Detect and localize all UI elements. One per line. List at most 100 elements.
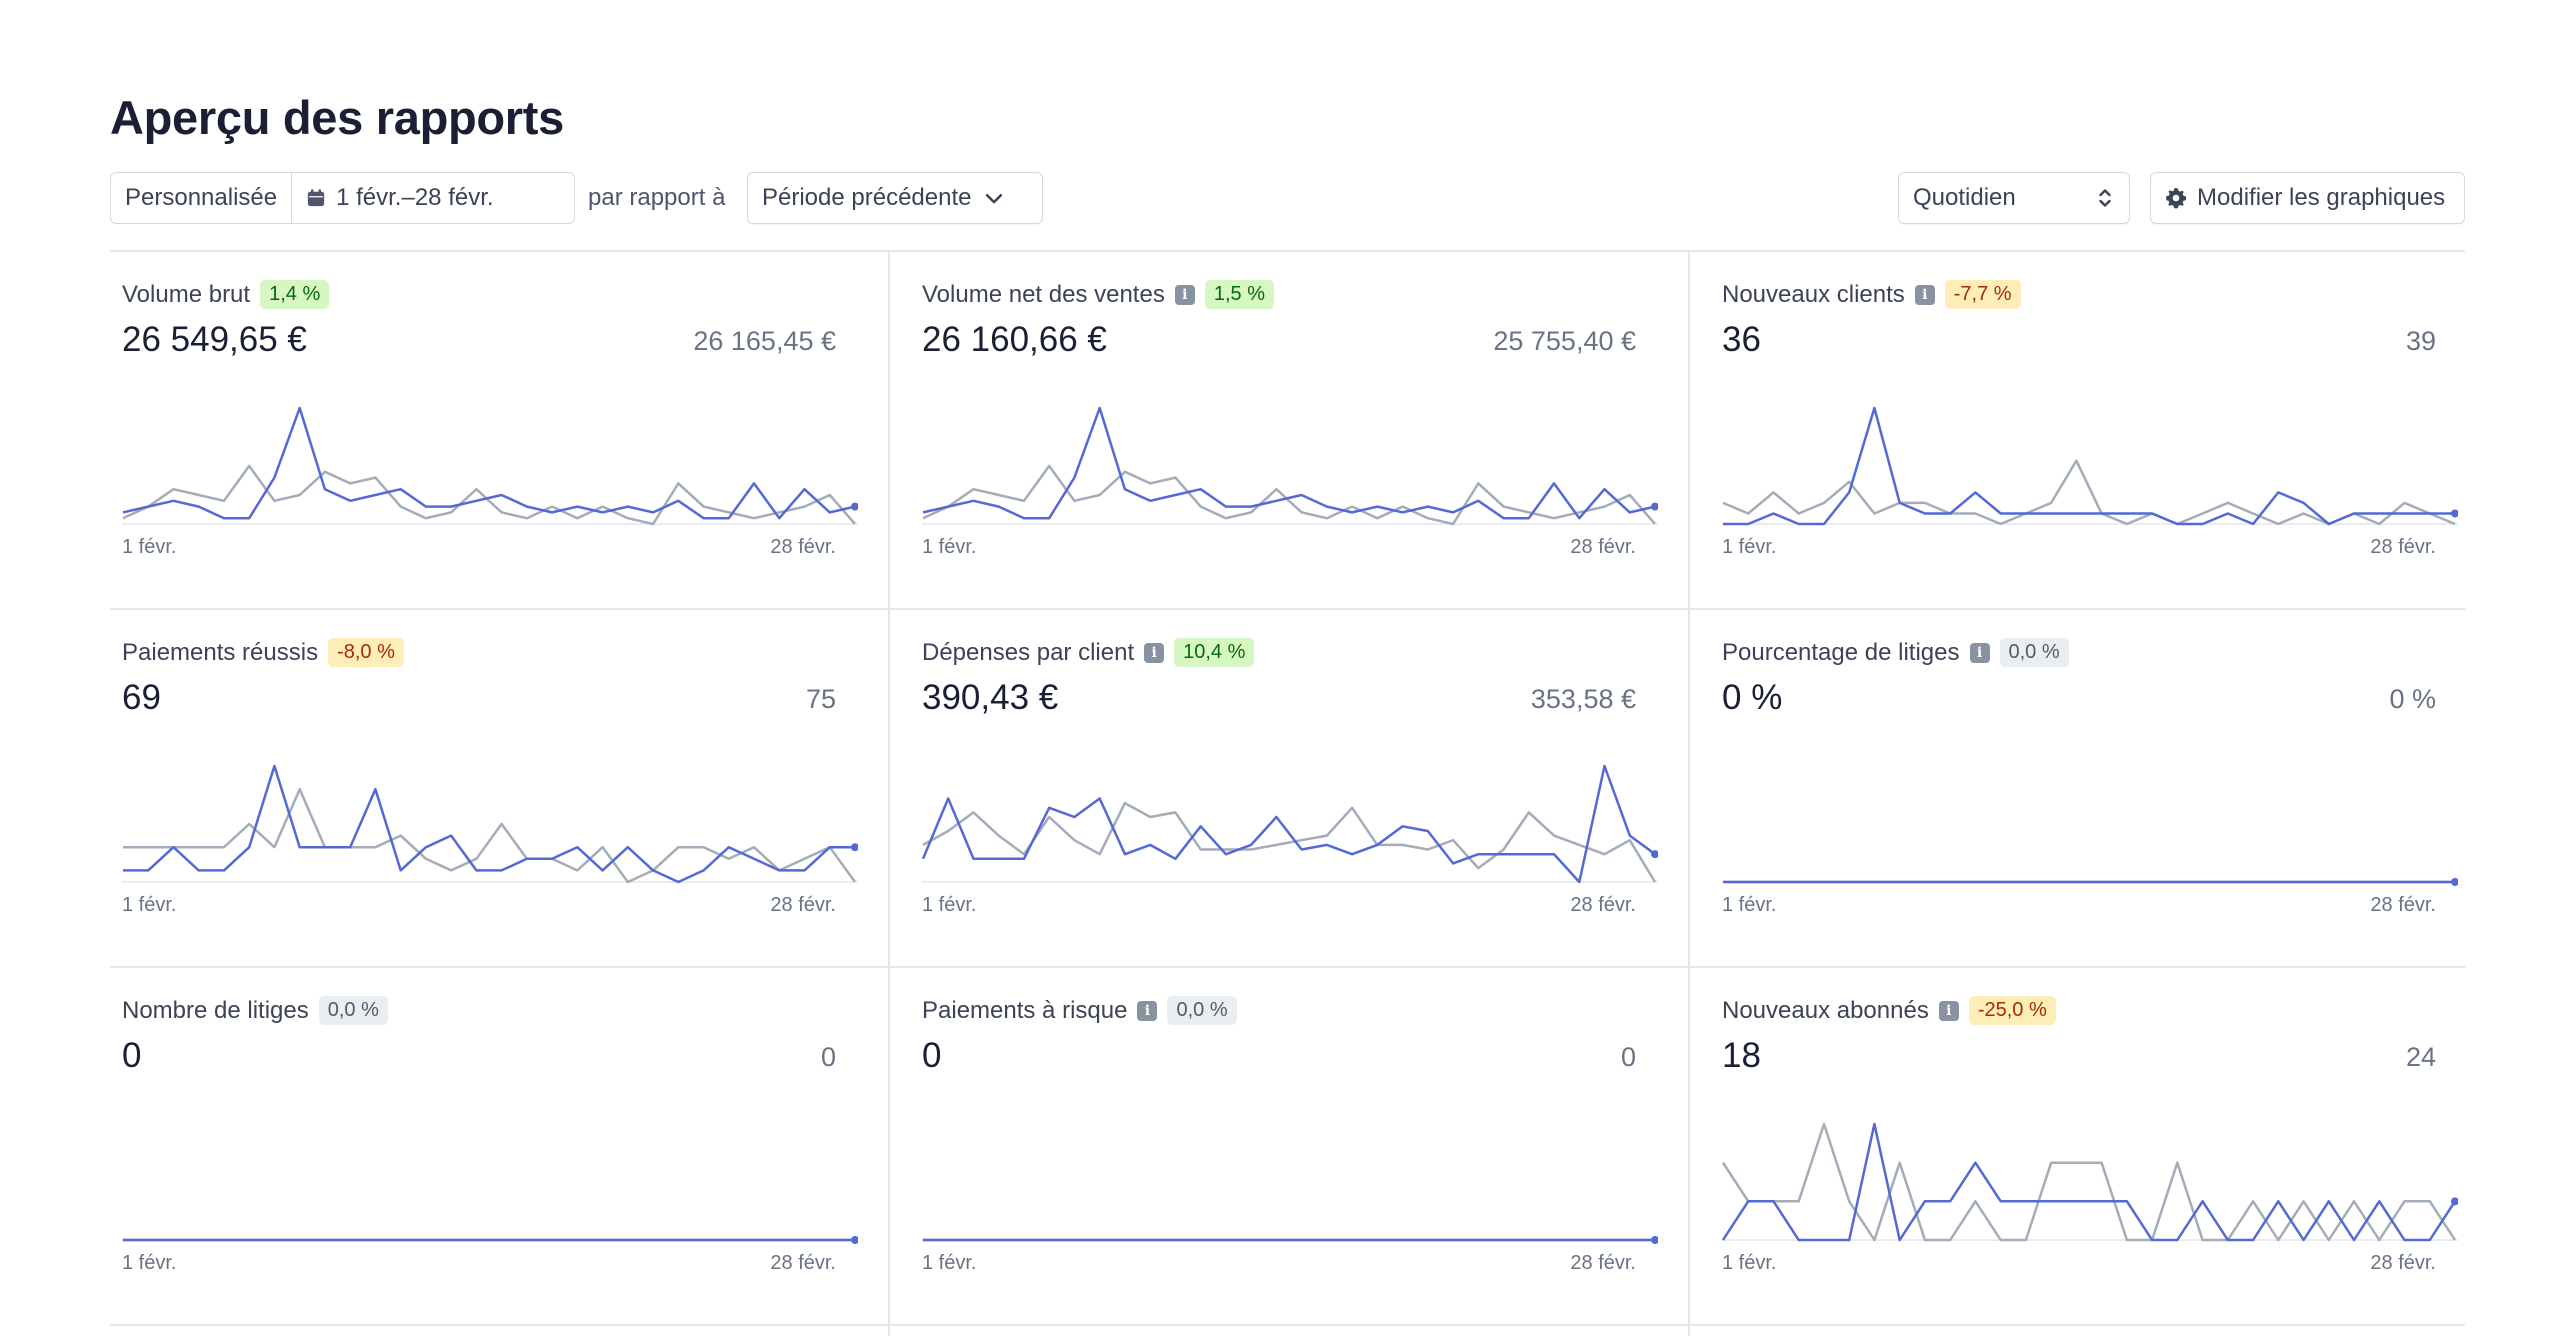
edit-charts-label: Modifier les graphiques <box>2197 184 2446 211</box>
metric-card[interactable]: Paiements réussis -8,0 % 69 75 1 févr. 28 fév… <box>110 608 870 964</box>
divider <box>1688 250 1690 1336</box>
axis-end-label: 28 févr. <box>770 536 836 558</box>
axis-start-label: 1 févr. <box>1722 894 1777 916</box>
info-icon[interactable]: i <box>1174 284 1195 305</box>
metric-name: Nombre de litiges <box>122 996 309 1024</box>
current-point-marker <box>851 502 858 511</box>
axis-start-label: 1 févr. <box>922 1252 977 1274</box>
axis-end-label: 28 févr. <box>2370 1252 2436 1274</box>
previous-value: 24 <box>2405 1042 2436 1072</box>
chevron-up-down-icon <box>2099 189 2111 207</box>
metric-card[interactable]: Dépenses par client i 10,4 % 390,43 € 353,58… <box>910 608 1670 964</box>
axis-end-label: 28 févr. <box>770 894 836 916</box>
previous-value: 25 755,40 € <box>1493 326 1636 356</box>
metric-name: Pourcentage de litiges <box>1722 638 1960 666</box>
divider <box>110 250 2465 252</box>
current-point-marker <box>1651 502 1658 511</box>
metric-value: 0 <box>122 1036 142 1075</box>
metric-card[interactable]: Nombre de litiges 0,0 % 0 0 1 févr. 28 févr. <box>110 966 870 1322</box>
metric-card[interactable]: Volume brut 1,4 % 26 549,65 € 26 165,45 € 1 … <box>110 250 870 606</box>
divider <box>110 608 2465 610</box>
card-header: Paiements réussis -8,0 % <box>122 638 404 667</box>
current-period-line <box>123 764 855 884</box>
metric-value: 0 % <box>1722 678 1783 717</box>
info-icon[interactable]: i <box>1914 284 1935 305</box>
compare-period-dropdown[interactable]: Période précédente <box>747 172 1043 224</box>
change-badge: 1,5 % <box>1204 280 1274 309</box>
range-preset-dropdown[interactable]: Personnalisée <box>111 173 291 223</box>
sparkline-chart <box>922 1236 1658 1244</box>
metric-name: Paiements réussis <box>122 638 319 666</box>
metric-value: 69 <box>122 678 161 717</box>
metric-name: Volume net des ventes <box>922 280 1165 308</box>
metric-value: 36 <box>1722 320 1761 359</box>
change-badge: 0,0 % <box>1999 638 2069 667</box>
previous-value: 26 165,45 € <box>693 326 836 356</box>
date-filter-group: Personnalisée 1 févr.–28 févr. <box>110 172 575 224</box>
card-header: Volume brut 1,4 % <box>122 280 330 309</box>
info-icon[interactable]: i <box>1144 642 1165 663</box>
current-period-line <box>922 764 1656 884</box>
metric-name: Paiements à risque <box>922 996 1128 1024</box>
previous-period-line <box>123 787 857 884</box>
range-preset-label: Personnalisée <box>125 184 278 211</box>
divider <box>110 966 2465 968</box>
info-icon[interactable]: i <box>1938 1000 1959 1021</box>
metric-card[interactable]: Pourcentage de litiges i 0,0 % 0 % 0 % 1 févr… <box>1710 608 2470 964</box>
current-point-marker <box>1651 850 1658 859</box>
current-point-marker <box>2451 509 2458 518</box>
axis-end-label: 28 févr. <box>2370 894 2436 916</box>
card-header: Nouveaux clients i -7,7 % <box>1722 280 2021 309</box>
card-header: Nombre de litiges 0,0 % <box>122 996 388 1025</box>
change-badge: 0,0 % <box>318 996 388 1025</box>
interval-select[interactable]: Quotidien <box>1898 172 2130 224</box>
axis-start-label: 1 févr. <box>122 894 177 916</box>
metric-name: Nouveaux abonnés <box>1722 996 1929 1024</box>
axis-end-label: 28 févr. <box>1570 1252 1636 1274</box>
change-badge: 1,4 % <box>260 280 330 309</box>
previous-value: 0 <box>1620 1042 1636 1072</box>
previous-value: 0 <box>820 1042 836 1072</box>
compare-period-label: Période précédente <box>762 184 972 211</box>
calendar-icon <box>307 189 325 207</box>
change-badge: 0,0 % <box>1167 996 1237 1025</box>
current-point-marker <box>2451 878 2458 886</box>
change-badge: 10,4 % <box>1174 638 1255 667</box>
metric-card[interactable]: Nouveaux clients i -7,7 % 36 39 1 févr. 28 fév… <box>1710 250 2470 606</box>
previous-value: 39 <box>2405 326 2436 356</box>
info-icon[interactable]: i <box>1969 642 1990 663</box>
metric-value: 0 <box>922 1036 942 1075</box>
chevron-down-icon <box>986 194 1003 204</box>
axis-start-label: 1 févr. <box>1722 536 1777 558</box>
axis-start-label: 1 févr. <box>122 1252 177 1274</box>
gear-icon <box>2166 188 2187 209</box>
metric-value: 390,43 € <box>922 678 1059 717</box>
change-badge: -8,0 % <box>328 638 404 667</box>
metric-value: 18 <box>1722 1036 1761 1075</box>
metric-card[interactable]: Paiements à risque i 0,0 % 0 0 1 févr. 28 févr… <box>910 966 1670 1322</box>
current-point-marker <box>1651 1236 1658 1244</box>
sparkline-chart <box>122 406 858 526</box>
current-point-marker <box>851 843 858 852</box>
sparkline-chart <box>122 764 858 884</box>
sparkline-chart <box>1722 406 2458 526</box>
metric-value: 26 549,65 € <box>122 320 307 359</box>
card-header: Volume net des ventes i 1,5 % <box>922 280 1274 309</box>
metric-card[interactable]: Volume net des ventes i 1,5 % 26 160,66 € 25… <box>910 250 1670 606</box>
toolbar: Personnalisée 1 févr.–28 févr. par rappo… <box>110 172 2465 224</box>
card-header: Pourcentage de litiges i 0,0 % <box>1722 638 2069 667</box>
metric-card[interactable]: Nouveaux abonnés i -25,0 % 18 24 1 févr. 28 fé… <box>1710 966 2470 1322</box>
current-point-marker <box>2451 1197 2458 1206</box>
axis-start-label: 1 févr. <box>1722 1252 1777 1274</box>
date-range-picker[interactable]: 1 févr.–28 févr. <box>291 173 507 223</box>
current-point-marker <box>851 1236 858 1244</box>
info-icon[interactable]: i <box>1137 1000 1158 1021</box>
sparkline-chart <box>122 1236 858 1244</box>
axis-end-label: 28 févr. <box>1570 894 1636 916</box>
previous-period-line <box>922 801 1657 883</box>
current-period-line <box>1723 406 2455 526</box>
axis-end-label: 28 févr. <box>770 1252 836 1274</box>
current-period-line <box>1722 1122 2457 1242</box>
edit-charts-button[interactable]: Modifier les graphiques <box>2150 172 2465 224</box>
metric-value: 26 160,66 € <box>922 320 1107 359</box>
